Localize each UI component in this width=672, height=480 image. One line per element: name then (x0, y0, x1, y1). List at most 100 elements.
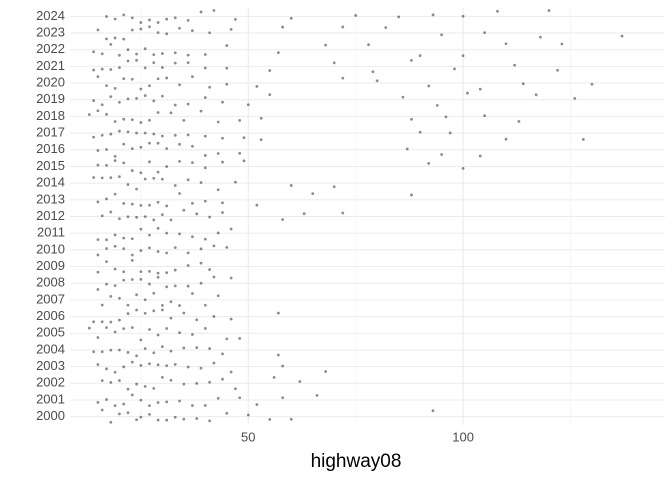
point (139, 249, 143, 253)
point (143, 347, 147, 350)
point (96, 109, 100, 113)
point (109, 210, 113, 214)
point (156, 77, 160, 81)
point (135, 58, 138, 62)
point (130, 258, 134, 262)
point (440, 153, 444, 156)
point (122, 365, 126, 369)
point (148, 362, 151, 366)
point (208, 268, 212, 271)
point (92, 350, 96, 354)
point (173, 61, 177, 65)
point (272, 375, 276, 379)
point (105, 398, 108, 401)
point (513, 63, 517, 67)
point (221, 100, 224, 104)
y-tick-label: 2014 (36, 175, 65, 190)
point (96, 238, 100, 242)
point (126, 411, 130, 415)
point (118, 129, 121, 133)
point (165, 251, 169, 255)
point (332, 61, 336, 65)
point (191, 144, 194, 148)
point (139, 87, 143, 91)
point (118, 100, 121, 104)
point (435, 103, 439, 107)
point (105, 37, 108, 41)
point (427, 162, 431, 165)
point (105, 148, 108, 151)
point (100, 320, 104, 324)
point (135, 215, 138, 219)
point (465, 91, 469, 95)
point (199, 366, 203, 370)
point (203, 96, 207, 99)
point (139, 27, 143, 31)
point (173, 16, 177, 20)
point (126, 97, 130, 101)
point (148, 282, 151, 286)
point (212, 9, 216, 12)
point (186, 284, 190, 288)
point (276, 353, 280, 357)
point (478, 154, 482, 158)
point (143, 215, 147, 218)
point (229, 370, 233, 374)
point (118, 53, 121, 57)
point (109, 132, 113, 136)
point (122, 202, 126, 205)
y-tick-label: 2015 (36, 158, 65, 173)
point (169, 316, 173, 320)
point (216, 188, 220, 192)
point (122, 327, 126, 331)
point (122, 13, 126, 17)
point (118, 318, 121, 322)
point (444, 115, 448, 119)
point (126, 59, 130, 63)
point (118, 379, 121, 382)
point (160, 345, 164, 349)
point (246, 413, 250, 417)
point (186, 133, 190, 137)
point (126, 215, 130, 219)
point (165, 271, 169, 275)
point (96, 200, 100, 204)
point (113, 17, 117, 21)
point (238, 151, 242, 155)
point (100, 379, 104, 382)
point (173, 133, 177, 137)
point (96, 401, 100, 404)
point (139, 363, 143, 367)
point (440, 33, 444, 37)
point (143, 298, 147, 302)
point (186, 365, 190, 369)
point (178, 192, 181, 195)
point (96, 270, 100, 274)
point (113, 120, 117, 123)
point (221, 136, 224, 140)
point (148, 160, 151, 164)
point (199, 261, 203, 265)
point (156, 271, 160, 275)
y-tick-label: 2020 (36, 74, 65, 89)
point (156, 21, 160, 24)
point (534, 93, 538, 97)
point (229, 227, 233, 231)
point (135, 308, 138, 312)
point (100, 52, 104, 56)
point (212, 275, 216, 279)
point (169, 111, 173, 115)
point (165, 400, 169, 404)
point (242, 136, 246, 140)
y-tick-label: 2012 (36, 208, 65, 223)
point (504, 137, 508, 141)
point (156, 275, 160, 279)
point (556, 68, 559, 72)
point (229, 317, 233, 321)
point (126, 183, 130, 186)
point (113, 370, 117, 374)
y-tick-label: 2018 (36, 108, 65, 123)
point (178, 160, 181, 163)
point (165, 17, 169, 21)
point (560, 42, 564, 46)
